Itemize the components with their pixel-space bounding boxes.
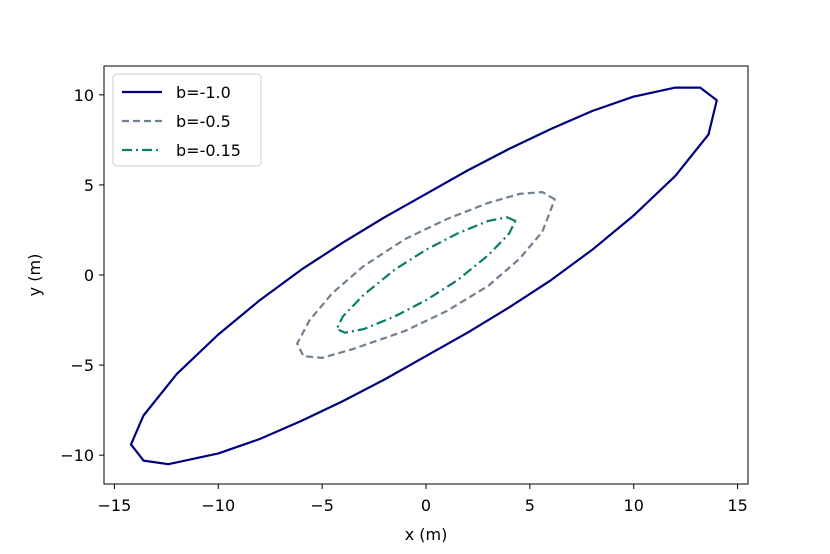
legend-label-2: b=-0.15 (176, 141, 241, 160)
x-tick-label: 5 (525, 496, 535, 515)
y-tick-label: 0 (84, 266, 94, 285)
x-tick-label: −15 (98, 496, 132, 515)
y-tick-label: 10 (74, 86, 94, 105)
axes: −15 −10 −5 0 5 10 15 −10 −5 0 5 10 (60, 65, 749, 515)
x-tick-label: −5 (310, 496, 334, 515)
x-axis-title: x (m) (405, 525, 448, 544)
legend-label-0: b=-1.0 (176, 83, 231, 102)
y-tick-label: −10 (60, 446, 94, 465)
legend: b=-1.0 b=-0.5 b=-0.15 (112, 73, 262, 167)
y-tick-label: 5 (84, 176, 94, 195)
legend-label-1: b=-0.5 (176, 112, 231, 131)
x-tick-label: 0 (421, 496, 431, 515)
y-tick-label: −5 (70, 356, 94, 375)
series-line-1 (296, 191, 556, 359)
series-line-2 (335, 216, 517, 334)
x-tick-label: −10 (201, 496, 235, 515)
x-tick-label: 10 (624, 496, 644, 515)
series-lines (129, 86, 718, 466)
x-tick-label: 15 (727, 496, 747, 515)
series-line-0 (129, 86, 718, 466)
legend-box (112, 73, 262, 167)
y-axis-title: y (m) (25, 254, 44, 297)
